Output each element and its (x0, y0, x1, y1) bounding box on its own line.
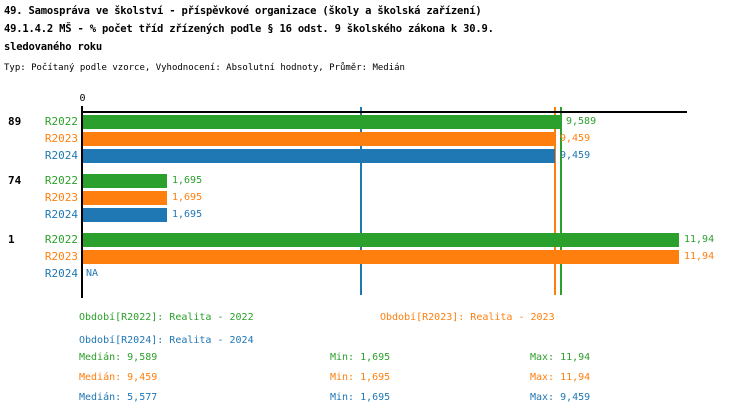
stat-median-r2024: Medián: 5,577 (79, 392, 158, 403)
stat-median-r2022: Medián: 9,589 (79, 352, 158, 363)
row-label-r2023: R2023 (44, 191, 78, 204)
median-line-r2023 (554, 107, 556, 295)
legend-item-r2023: Období[R2023]: Realita - 2023 (380, 312, 555, 323)
median-line-r2024 (360, 107, 362, 295)
stat-max-r2022: Max: 11,94 (530, 352, 591, 363)
legend-item-r2024: Období[R2024]: Realita - 2024 (79, 335, 254, 346)
bar-r2024-group-74 (83, 208, 167, 222)
row-label-r2023: R2023 (44, 132, 78, 145)
bar-r2023-group-74 (83, 191, 167, 205)
chart-title-line2: 49.1.4.2 MŠ - % počet tříd zřízených pod… (4, 23, 494, 35)
group-label-89: 89 (8, 115, 22, 128)
bar-value-label: 9,459 (560, 150, 591, 161)
bar-value-label: NA (86, 268, 99, 279)
bar-value-label: 11,94 (684, 251, 715, 262)
stat-max-r2023: Max: 11,94 (530, 372, 591, 383)
group-label-1: 1 (8, 233, 15, 246)
bar-value-label: 11,94 (684, 234, 715, 245)
chart-title-line1: 49. Samospráva ve školství - příspěvkové… (4, 5, 482, 17)
row-label-r2024: R2024 (44, 149, 78, 162)
stat-min-r2022: Min: 1,695 (330, 352, 391, 363)
x-axis-zero-tick-label: 0 (79, 93, 86, 104)
bar-r2023-group-89 (83, 132, 555, 146)
x-axis-line (81, 111, 687, 113)
row-label-r2022: R2022 (44, 115, 78, 128)
stat-max-r2024: Max: 9,459 (530, 392, 591, 403)
group-label-74: 74 (8, 174, 22, 187)
median-line-r2022 (560, 107, 562, 295)
row-label-r2022: R2022 (44, 174, 78, 187)
bar-r2022-group-74 (83, 174, 167, 188)
stat-min-r2023: Min: 1,695 (330, 372, 391, 383)
chart-subtitle: Typ: Počítaný podle vzorce, Vyhodnocení:… (4, 63, 405, 73)
stat-min-r2024: Min: 1,695 (330, 392, 391, 403)
legend-item-r2022: Období[R2022]: Realita - 2022 (79, 312, 254, 323)
bar-r2022-group-1 (83, 233, 679, 247)
bar-r2023-group-1 (83, 250, 679, 264)
y-axis-line (81, 106, 83, 298)
row-label-r2022: R2022 (44, 233, 78, 246)
bar-value-label: 9,459 (560, 133, 591, 144)
row-label-r2024: R2024 (44, 208, 78, 221)
bar-r2022-group-89 (83, 115, 561, 129)
bar-value-label: 1,695 (172, 209, 203, 220)
bar-value-label: 1,695 (172, 192, 203, 203)
row-label-r2024: R2024 (44, 267, 78, 280)
chart-title-line3: sledovaného roku (4, 41, 102, 53)
stat-median-r2023: Medián: 9,459 (79, 372, 158, 383)
bar-value-label: 1,695 (172, 175, 203, 186)
bar-r2024-group-89 (83, 149, 555, 163)
bar-value-label: 9,589 (566, 116, 597, 127)
row-label-r2023: R2023 (44, 250, 78, 263)
